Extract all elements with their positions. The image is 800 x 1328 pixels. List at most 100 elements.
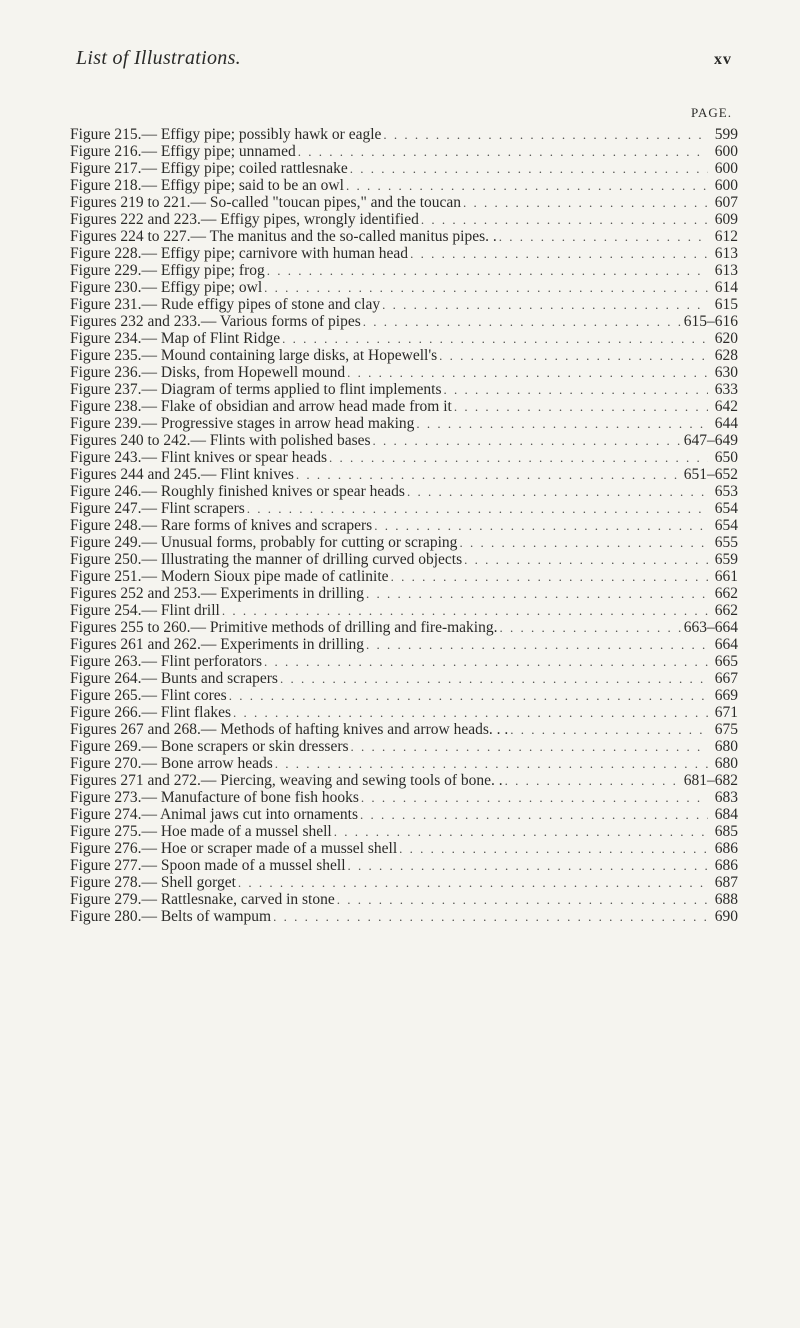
list-item: Figure 250.— Illustrating the manner of … bbox=[70, 552, 738, 568]
leader-dots: . . . . . . . . . . . . . . . . . . . . … bbox=[405, 485, 708, 498]
entry-label: Figure 276.— Hoe or scraper made of a mu… bbox=[70, 841, 397, 857]
list-item: Figure 229.— Effigy pipe; frog. . . . . … bbox=[70, 263, 738, 279]
header-page-number: xv bbox=[714, 52, 732, 68]
entry-label: Figure 230.— Effigy pipe; owl bbox=[70, 280, 262, 296]
entry-label: Figure 234.— Map of Flint Ridge bbox=[70, 331, 280, 347]
entry-page: 680 bbox=[708, 756, 738, 772]
entry-page: 655 bbox=[708, 535, 738, 551]
list-item: Figure 239.— Progressive stages in arrow… bbox=[70, 416, 738, 432]
entry-label: Figures 232 and 233.— Various forms of p… bbox=[70, 314, 361, 330]
leader-dots: . . . . . . . . . . . . . . . . . . . . … bbox=[389, 570, 708, 583]
list-item: Figure 266.— Flint flakes. . . . . . . .… bbox=[70, 705, 738, 721]
list-item: Figure 277.— Spoon made of a mussel shel… bbox=[70, 858, 738, 874]
entry-page: 614 bbox=[708, 280, 738, 296]
entry-label: Figure 235.— Mound containing large disk… bbox=[70, 348, 437, 364]
entry-label: Figure 264.— Bunts and scrapers bbox=[70, 671, 278, 687]
entry-label: Figure 228.— Effigy pipe; carnivore with… bbox=[70, 246, 408, 262]
leader-dots: . . . . . . . . . . . . . . . . . . . . … bbox=[227, 689, 708, 702]
leader-dots: . . . . . . . . . . . . . . . . . . . . … bbox=[332, 825, 708, 838]
entry-page: 609 bbox=[708, 212, 738, 228]
entry-label: Figures 222 and 223.— Effigy pipes, wron… bbox=[70, 212, 419, 228]
leader-dots: . . . . . . . . . . . . . . . . . . . . … bbox=[408, 247, 708, 260]
list-item: Figure 270.— Bone arrow heads. . . . . .… bbox=[70, 756, 738, 772]
leader-dots: . . . . . . . . . . . . . . . . . . . . … bbox=[278, 672, 708, 685]
list-item: Figure 231.— Rude effigy pipes of stone … bbox=[70, 297, 738, 313]
entry-page: 665 bbox=[708, 654, 738, 670]
leader-dots: . . . . . . . . . . . . . . . . . . . . … bbox=[245, 502, 708, 515]
list-item: Figure 264.— Bunts and scrapers. . . . .… bbox=[70, 671, 738, 687]
entry-page: 620 bbox=[708, 331, 738, 347]
list-item: Figure 234.— Map of Flint Ridge. . . . .… bbox=[70, 331, 738, 347]
entry-label: Figure 236.— Disks, from Hopewell mound bbox=[70, 365, 345, 381]
list-item: Figures 222 and 223.— Effigy pipes, wron… bbox=[70, 212, 738, 228]
leader-dots: . . . . . . . . . . . . . . . . . . . . … bbox=[437, 349, 708, 362]
entry-page: 651–652 bbox=[684, 467, 738, 483]
entry-page: 600 bbox=[708, 144, 738, 160]
entry-page: 599 bbox=[708, 127, 738, 143]
entry-label: Figure 218.— Effigy pipe; said to be an … bbox=[70, 178, 344, 194]
entry-label: Figures 219 to 221.— So-called "toucan p… bbox=[70, 195, 461, 211]
entry-label: Figure 270.— Bone arrow heads bbox=[70, 756, 273, 772]
list-item: Figure 249.— Unusual forms, probably for… bbox=[70, 535, 738, 551]
list-item: Figure 263.— Flint perforators. . . . . … bbox=[70, 654, 738, 670]
leader-dots: . . . . . . . . . . . . . . . . . . . . … bbox=[346, 859, 708, 872]
list-item: Figure 235.— Mound containing large disk… bbox=[70, 348, 738, 364]
leader-dots: . . . . . . . . . . . . . . . . . . . . … bbox=[327, 451, 708, 464]
leader-dots: . . . . . . . . . . . . . . . . . . . . … bbox=[271, 910, 708, 923]
entry-label: Figures 271 and 272.— Piercing, weaving … bbox=[70, 773, 503, 789]
entry-page: 659 bbox=[708, 552, 738, 568]
leader-dots: . . . . . . . . . . . . . . . . . . . . … bbox=[335, 893, 708, 906]
entry-page: 687 bbox=[708, 875, 738, 891]
list-item: Figure 215.— Effigy pipe; possibly hawk … bbox=[70, 127, 738, 143]
list-item: Figure 217.— Effigy pipe; coiled rattles… bbox=[70, 161, 738, 177]
list-item: Figure 236.— Disks, from Hopewell mound.… bbox=[70, 365, 738, 381]
list-item: Figure 279.— Rattlesnake, carved in ston… bbox=[70, 892, 738, 908]
leader-dots: . . . . . . . . . . . . . . . . . . . . … bbox=[349, 740, 708, 753]
entry-label: Figures 244 and 245.— Flint knives bbox=[70, 467, 294, 483]
leader-dots: . . . . . . . . . . . . . . . . . . . . … bbox=[345, 366, 708, 379]
entry-page: 685 bbox=[708, 824, 738, 840]
entry-label: Figure 238.— Flake of obsidian and arrow… bbox=[70, 399, 452, 415]
leader-dots: . . . . . . . . . . . . . . . . . . . . … bbox=[361, 315, 684, 328]
entry-page: 642 bbox=[708, 399, 738, 415]
list-item: Figures 219 to 221.— So-called "toucan p… bbox=[70, 195, 738, 211]
entry-page: 686 bbox=[708, 841, 738, 857]
page-header: List of Illustrations. xv bbox=[70, 48, 738, 68]
leader-dots: . . . . . . . . . . . . . . . . . . . . … bbox=[364, 638, 708, 651]
illustration-list: Figure 215.— Effigy pipe; possibly hawk … bbox=[70, 127, 738, 925]
entry-page: 681–682 bbox=[684, 773, 738, 789]
entry-page: 615 bbox=[708, 297, 738, 313]
list-item: Figure 237.— Diagram of terms applied to… bbox=[70, 382, 738, 398]
list-item: Figure 248.— Rare forms of knives and sc… bbox=[70, 518, 738, 534]
entry-label: Figure 237.— Diagram of terms applied to… bbox=[70, 382, 442, 398]
entry-label: Figure 231.— Rude effigy pipes of stone … bbox=[70, 297, 380, 313]
leader-dots: . . . . . . . . . . . . . . . . . . . . … bbox=[294, 468, 684, 481]
entry-page: 680 bbox=[708, 739, 738, 755]
list-item: Figure 246.— Roughly finished knives or … bbox=[70, 484, 738, 500]
entry-label: Figure 280.— Belts of wampum bbox=[70, 909, 271, 925]
entry-label: Figure 265.— Flint cores bbox=[70, 688, 227, 704]
leader-dots: . . . . . . . . . . . . . . . . . . . . … bbox=[280, 332, 708, 345]
leader-dots: . . . . . . . . . . . . . . . . . . . . … bbox=[371, 434, 684, 447]
entry-label: Figure 229.— Effigy pipe; frog bbox=[70, 263, 265, 279]
leader-dots: . . . . . . . . . . . . . . . . . . . . … bbox=[397, 842, 708, 855]
leader-dots: . . . . . . . . . . . . . . . . . . . . … bbox=[265, 264, 708, 277]
list-item: Figure 269.— Bone scrapers or skin dress… bbox=[70, 739, 738, 755]
entry-page: 664 bbox=[708, 637, 738, 653]
list-item: Figure 275.— Hoe made of a mussel shell.… bbox=[70, 824, 738, 840]
entry-page: 667 bbox=[708, 671, 738, 687]
list-item: Figure 230.— Effigy pipe; owl. . . . . .… bbox=[70, 280, 738, 296]
list-item: Figure 247.— Flint scrapers. . . . . . .… bbox=[70, 501, 738, 517]
entry-label: Figure 274.— Animal jaws cut into orname… bbox=[70, 807, 358, 823]
list-item: Figure 251.— Modern Sioux pipe made of c… bbox=[70, 569, 738, 585]
entry-label: Figure 248.— Rare forms of knives and sc… bbox=[70, 518, 372, 534]
entry-page: 615–616 bbox=[684, 314, 738, 330]
leader-dots: . . . . . . . . . . . . . . . . . . . . … bbox=[262, 281, 708, 294]
entry-page: 633 bbox=[708, 382, 738, 398]
list-item: Figure 278.— Shell gorget. . . . . . . .… bbox=[70, 875, 738, 891]
entry-label: Figure 250.— Illustrating the manner of … bbox=[70, 552, 462, 568]
leader-dots: . . . . . . . . . . . . . . . . . . . . … bbox=[414, 417, 708, 430]
entry-page: 675 bbox=[708, 722, 738, 738]
leader-dots: . . . . . . . . . . . . . . . . . . . . … bbox=[497, 230, 708, 243]
leader-dots: . . . . . . . . . . . . . . . . . . . . … bbox=[503, 774, 684, 787]
